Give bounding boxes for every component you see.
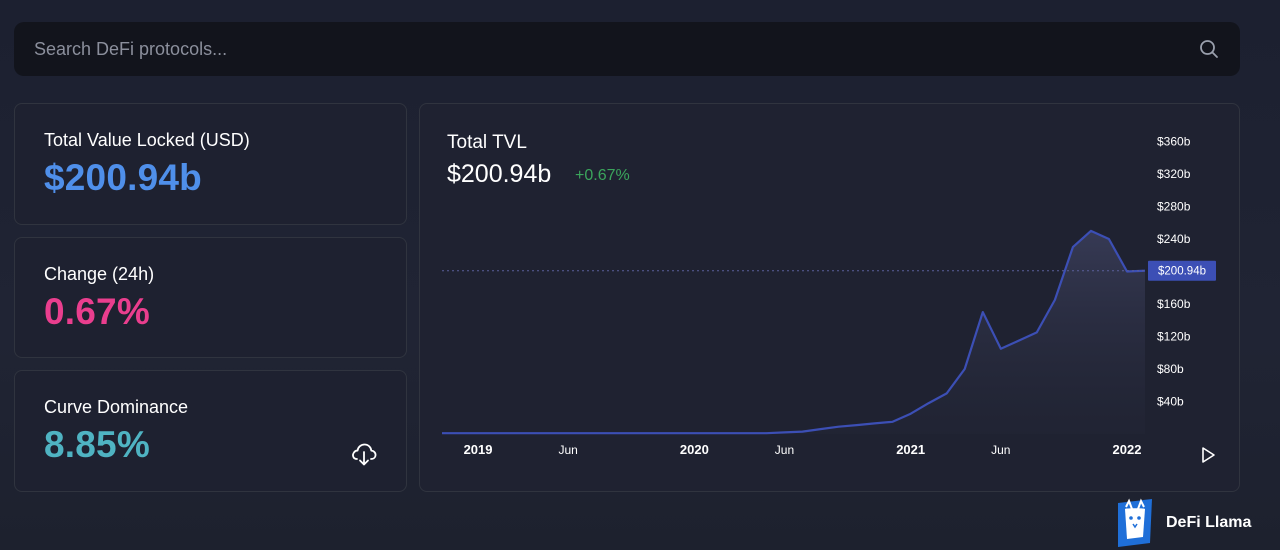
llama-logo <box>1114 497 1156 549</box>
play-icon[interactable] <box>1200 446 1216 464</box>
tvl-area <box>442 230 1145 434</box>
dominance-card: Curve Dominance 8.85% <box>14 370 407 492</box>
x-tick-label: Jun <box>558 443 577 457</box>
search-input[interactable] <box>34 38 1198 60</box>
tvl-card: Total Value Locked (USD) $200.94b <box>14 103 407 225</box>
y-tick-label: $240b <box>1157 232 1191 246</box>
x-tick-label: 2021 <box>896 442 925 457</box>
dominance-value: 8.85% <box>44 424 150 465</box>
tvl-line <box>442 229 1146 435</box>
x-tick-label: Jun <box>775 443 794 457</box>
x-tick-label: 2022 <box>1113 442 1142 457</box>
brand-name: DeFi Llama <box>1166 514 1252 531</box>
search-icon[interactable] <box>1198 38 1220 60</box>
y-tick-label: $80b <box>1157 362 1184 376</box>
cloud-download-icon[interactable] <box>350 441 378 467</box>
x-tick-label: Jun <box>991 443 1010 457</box>
x-tick-label: 2019 <box>464 442 493 457</box>
chart-title: Total TVL <box>447 132 527 153</box>
y-tick-label: $360b <box>1157 135 1191 149</box>
tvl-value: $200.94b <box>44 157 202 198</box>
change-value: 0.67% <box>44 291 150 332</box>
x-tick-label: 2020 <box>680 442 709 457</box>
chart-value: $200.94b <box>447 160 552 188</box>
y-tick-label: $160b <box>1157 297 1191 311</box>
tvl-chart[interactable]: $40b $80b $120b $160b $240b $280b $320b $360b $2… <box>420 104 1240 492</box>
change-card: Change (24h) 0.67% <box>14 237 407 358</box>
y-tick-label: $280b <box>1157 200 1191 214</box>
search-bar[interactable] <box>14 22 1240 76</box>
change-label: Change (24h) <box>44 264 155 284</box>
tvl-chart-card: $40b $80b $120b $160b $240b $280b $320b $360b $2… <box>419 103 1240 492</box>
y-tick-label: $120b <box>1157 330 1191 344</box>
y-tick-label: $320b <box>1157 167 1191 181</box>
current-value-marker <box>1148 260 1216 281</box>
brand[interactable]: DeFi Llama <box>1114 497 1251 549</box>
chart-change: +0.67% <box>575 167 630 184</box>
y-tick-label: $40b <box>1157 395 1184 409</box>
tvl-label: Total Value Locked (USD) <box>44 130 250 150</box>
dominance-label: Curve Dominance <box>44 397 189 417</box>
current-value-marker-label: $200.94b <box>1158 266 1206 278</box>
